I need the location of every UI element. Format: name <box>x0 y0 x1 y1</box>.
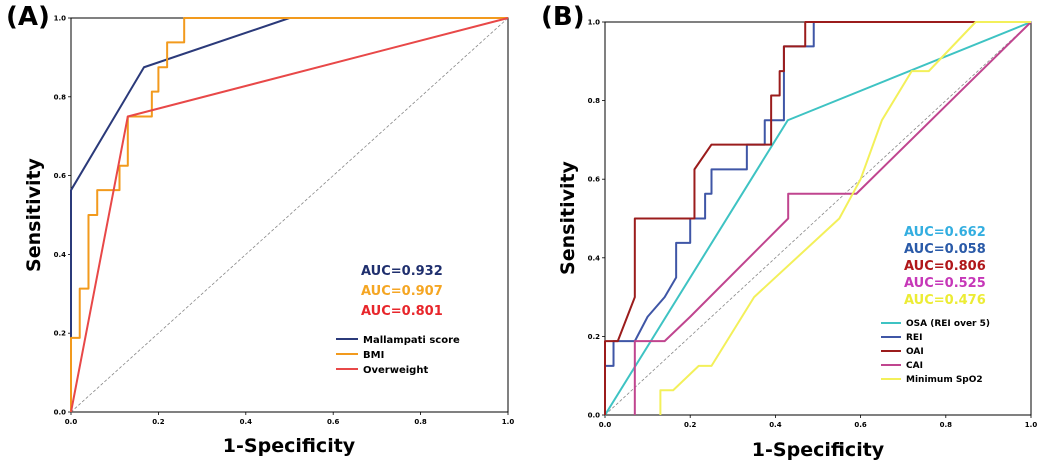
legend-label-mallampati: Mallampati score <box>363 335 460 346</box>
panel-b-legend: OSA (REI over 5) REI OAI CAI Minimum SpO… <box>881 319 990 385</box>
panel-b-x-axis-title: 1-Specificity <box>752 439 885 461</box>
panel-b-x-tick-label: 0.6 <box>854 421 867 429</box>
legend-label-cai: CAI <box>906 361 923 371</box>
panel-a-x-tick-label: 1.0 <box>502 418 515 426</box>
roc-curve-rei <box>604 21 1031 415</box>
panel-b-auc-labels: AUC=0.662 AUC=0.058 AUC=0.806 AUC=0.525 … <box>904 225 986 308</box>
legend-label-oai: OAI <box>906 347 924 357</box>
panel-a-series <box>70 17 509 413</box>
panel-b-label: (B) <box>541 2 585 32</box>
auc-label-overweight: AUC=0.801 <box>361 304 443 319</box>
panel-b-y-tick-label: 0.8 <box>588 97 601 105</box>
panel-a-x-tick-label: 0.8 <box>414 418 427 426</box>
auc-label-bmi: AUC=0.907 <box>361 284 443 299</box>
roc-curve-osa-rei-over-5 <box>604 21 1032 416</box>
panel-a-y-axis-title: Sensitivity <box>23 157 45 271</box>
panel-a-y-tick-label: 0.2 <box>54 330 67 338</box>
panel-a-x-tick-label: 0.6 <box>327 418 340 426</box>
panel-b-series <box>604 21 1032 416</box>
auc-label-rei: AUC=0.058 <box>904 242 986 257</box>
roc-curve-oai <box>604 21 1031 415</box>
panel-a-y-tick-label: 0.0 <box>54 409 67 417</box>
panel-b: (B) 0.00.0 0.2 0.2 0.4 0.4 0.6 0.6 0.8 0.8 1.0 1.0… <box>541 2 1037 461</box>
auc-label-mallampati: AUC=0.932 <box>361 264 443 279</box>
panel-a-y-tick-label: 0.4 <box>54 251 67 259</box>
panel-b-ticks: 0.00.0 0.2 0.2 0.4 0.4 0.6 0.6 0.8 0.8 1.0 1.0 <box>588 19 1038 430</box>
legend-label-osa: OSA (REI over 5) <box>906 319 990 329</box>
panel-a-y-tick-label: 0.8 <box>54 93 67 101</box>
panel-a-y-tick-label: 0.6 <box>54 172 67 180</box>
panel-b-y-tick-label: 1.0 <box>588 19 601 27</box>
panel-b-reference-line <box>604 21 1032 416</box>
panel-b-y-tick-label: 0.4 <box>588 254 601 262</box>
panel-a-x-tick-label: 0.4 <box>240 418 253 426</box>
panel-b-y-tick-label: 0.6 <box>588 176 601 184</box>
auc-label-oai: AUC=0.806 <box>904 259 986 274</box>
auc-label-min-spo2: AUC=0.476 <box>904 293 986 308</box>
auc-label-osa: AUC=0.662 <box>904 225 986 240</box>
legend-label-overweight: Overweight <box>363 365 428 376</box>
panel-b-x-tick-label: 1.0 <box>1025 421 1038 429</box>
panel-b-x-tick-label: 0.8 <box>940 421 953 429</box>
panel-a-x-tick-label: 0.2 <box>152 418 165 426</box>
legend-label-bmi: BMI <box>363 350 384 361</box>
auc-label-cai: AUC=0.525 <box>904 276 986 291</box>
panel-a-label: (A) <box>6 2 50 32</box>
panel-a-reference-line <box>70 17 509 413</box>
roc-curve-bmi <box>70 17 508 412</box>
panel-a-y-tick-label: 1.0 <box>54 15 67 23</box>
panel-b-y-tick-label: 0.0 <box>588 412 601 420</box>
panel-b-x-tick-label: 0.4 <box>769 421 782 429</box>
panel-a-x-axis-title: 1-Specificity <box>223 435 356 457</box>
panel-b-y-axis-title: Sensitivity <box>557 160 579 274</box>
panel-b-x-tick-label: 0.0 <box>599 421 612 429</box>
roc-curve-cai <box>633 21 1032 415</box>
panel-b-y-tick-label: 0.2 <box>588 333 601 341</box>
legend-label-min-spo2: Minimum SpO2 <box>906 375 983 385</box>
legend-label-rei: REI <box>906 333 922 343</box>
panel-a-x-tick-label: 0.0 <box>65 418 78 426</box>
panel-a-ticks: 0.00.0 0.2 0.2 0.4 0.4 0.6 0.6 0.8 0.8 1.0 1.0 <box>54 15 515 427</box>
roc-curve-minimum-spo2 <box>659 21 1031 415</box>
panel-b-x-tick-label: 0.2 <box>684 421 697 429</box>
roc-curve-overweight <box>70 17 509 413</box>
panel-a-auc-labels: AUC=0.932 AUC=0.907 AUC=0.801 <box>361 264 443 319</box>
panel-a: (A) 0.00.0 0.2 0.2 0.4 0.4 0.6 0.6 0.8 0.8 1.0 1.0… <box>6 2 514 457</box>
panel-a-legend: Mallampati score BMI Overweight <box>336 335 460 376</box>
